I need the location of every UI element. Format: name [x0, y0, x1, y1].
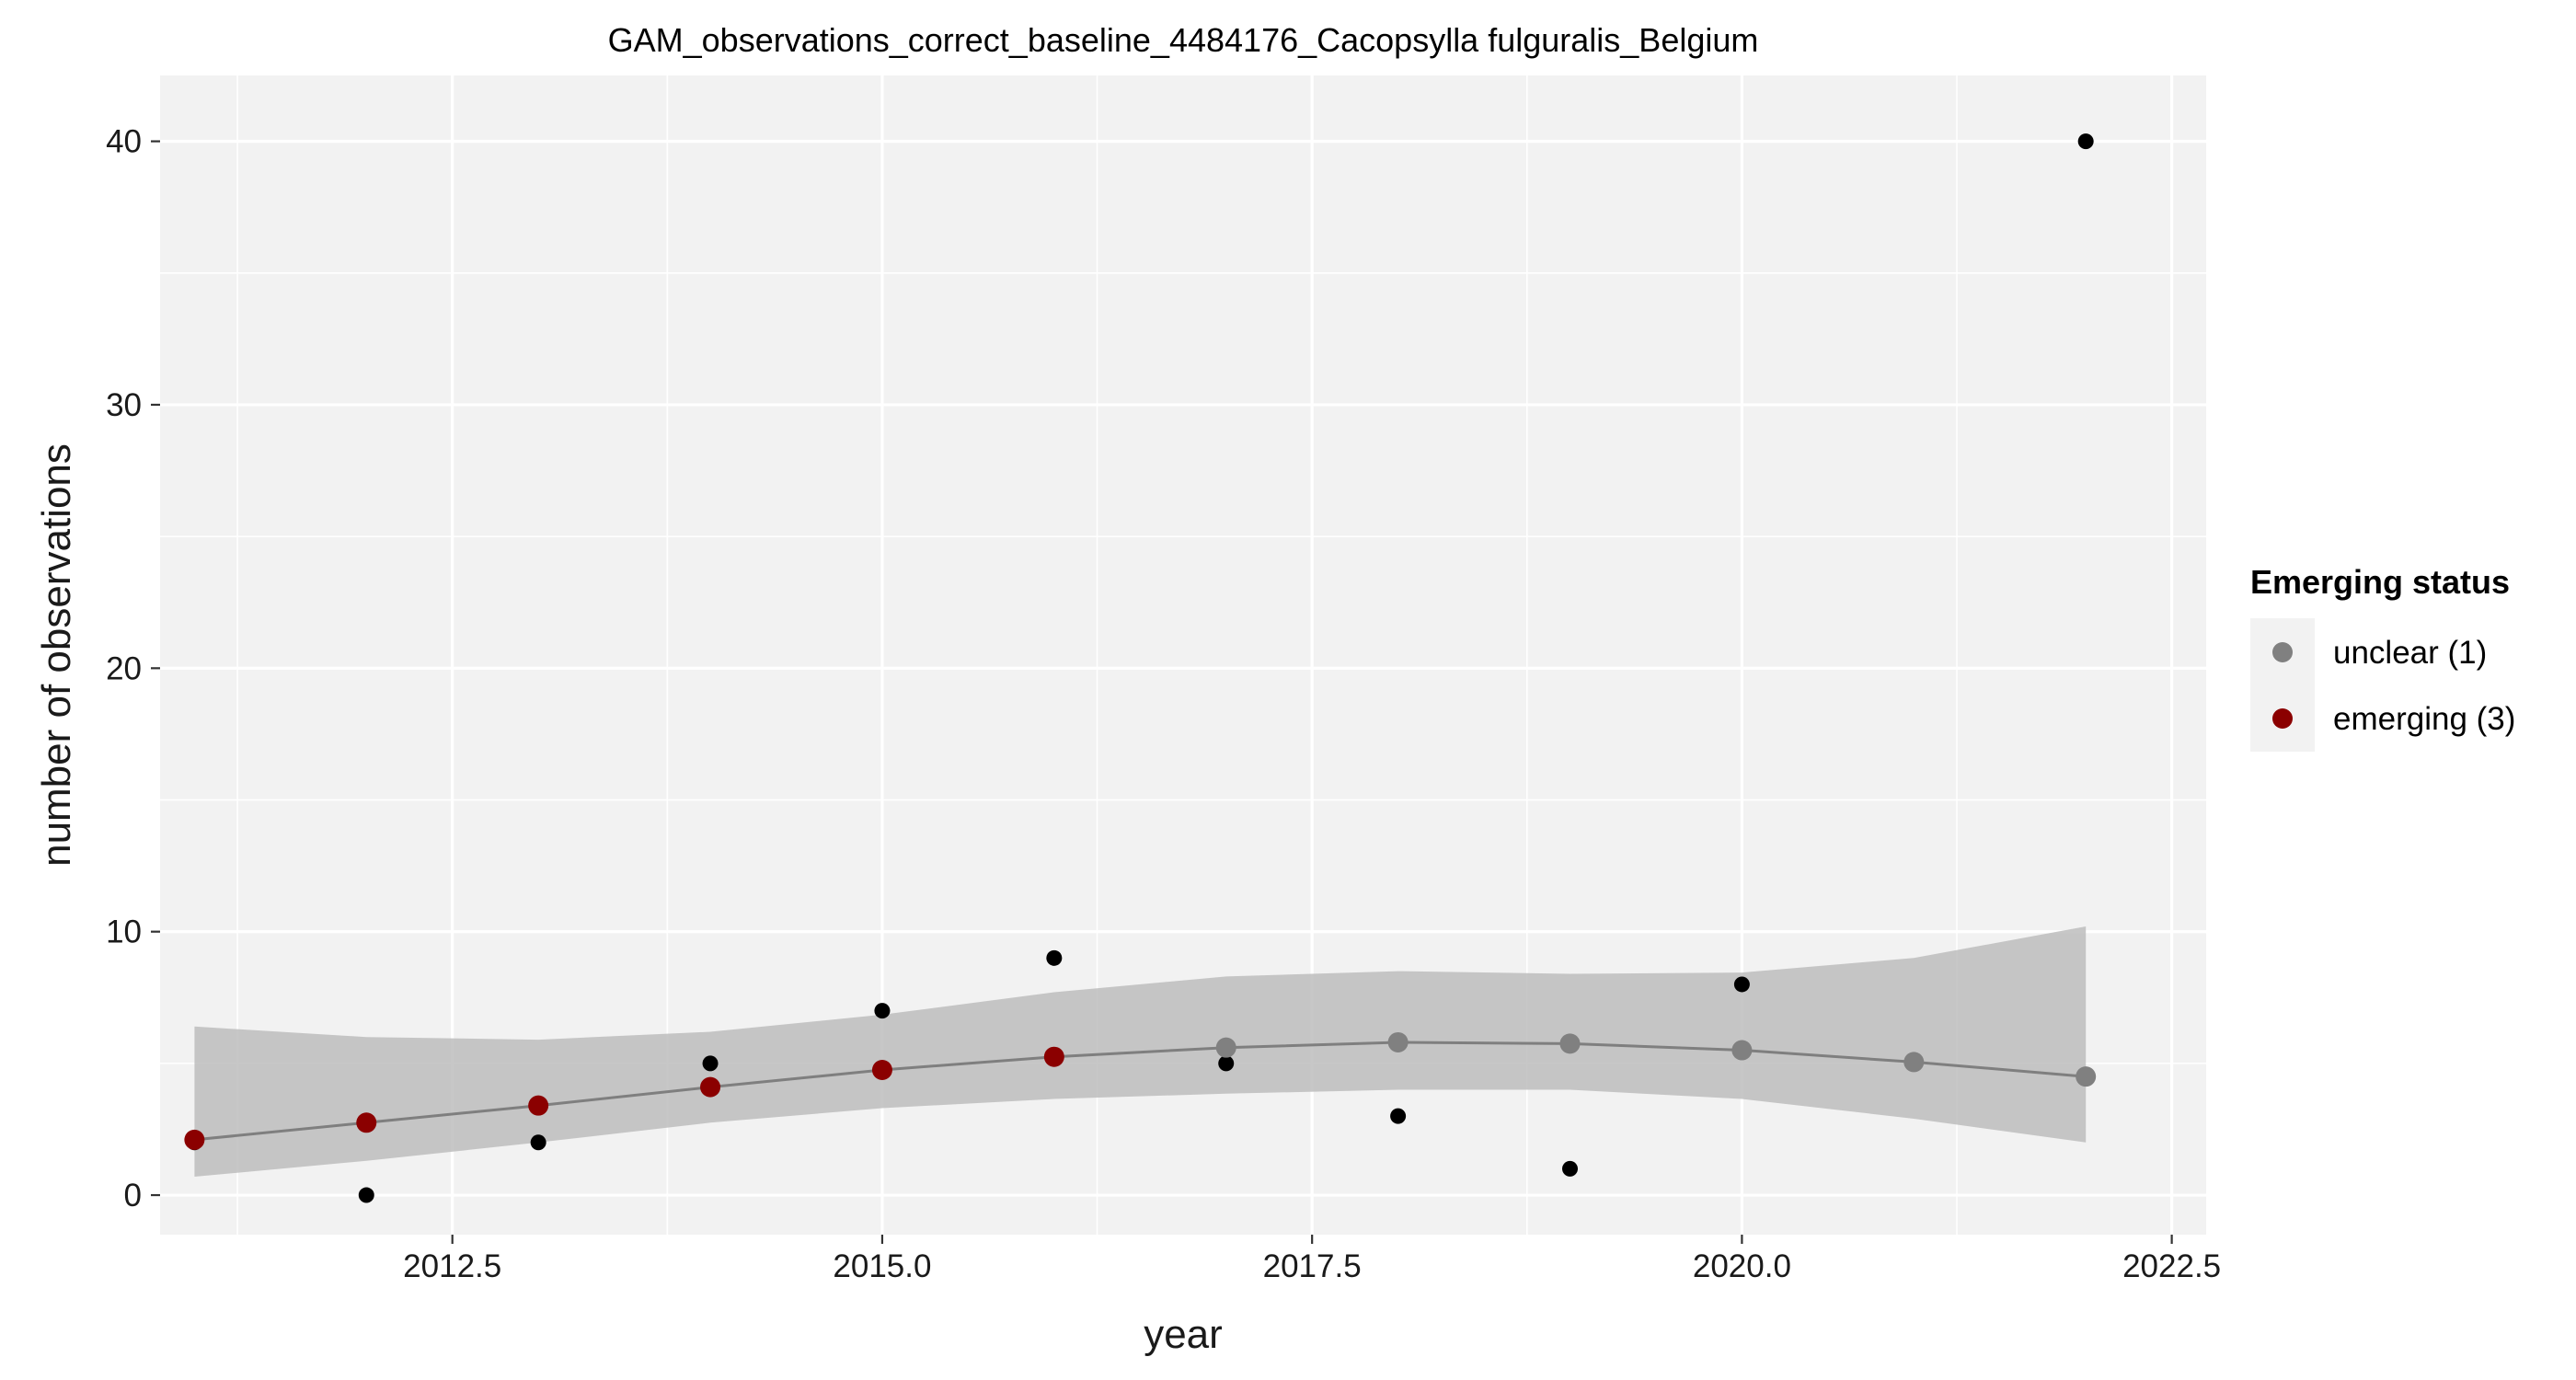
fit-points-layer	[184, 1031, 2097, 1150]
legend-title: Emerging status	[2250, 563, 2510, 601]
x-tick-label: 2020.0	[1693, 1248, 1791, 1284]
y-tick-label: 40	[106, 124, 142, 160]
legend: Emerging status unclear (1) emerging (3)	[2250, 563, 2515, 752]
observation-point	[1733, 976, 1750, 993]
observation-point	[358, 1187, 374, 1203]
gam-fit-line	[194, 1041, 2087, 1142]
fit-point	[1387, 1031, 1409, 1052]
observation-point	[1218, 1055, 1235, 1072]
fit-point	[700, 1076, 721, 1098]
x-tick-label: 2022.5	[2122, 1248, 2221, 1284]
observation-point	[1562, 1160, 1579, 1177]
fit-point	[1903, 1052, 1925, 1073]
y-axis: 0 10 20 30 40	[106, 124, 160, 1213]
chart-title: GAM_observations_correct_baseline_448417…	[608, 21, 1759, 59]
legend-key-emerging	[2272, 708, 2293, 729]
fit-point	[2076, 1066, 2097, 1087]
observation-point	[2077, 133, 2094, 150]
x-tick-label: 2012.5	[403, 1248, 501, 1284]
fit-point	[1043, 1046, 1064, 1067]
fit-point	[1215, 1037, 1236, 1058]
fit-point	[1559, 1033, 1581, 1054]
legend-items: unclear (1) emerging (3)	[2272, 635, 2515, 737]
legend-label: emerging (3)	[2333, 701, 2515, 737]
y-axis-label: number of observations	[34, 443, 79, 867]
observation-point	[1046, 949, 1063, 966]
legend-key-background	[2250, 618, 2315, 752]
gam-fit-line-layer	[194, 1041, 2087, 1142]
x-tick-label: 2015.0	[833, 1248, 931, 1284]
observation-point	[530, 1134, 546, 1151]
x-axis-label: year	[1144, 1312, 1223, 1357]
legend-key-unclear	[2272, 642, 2293, 662]
fit-point	[356, 1112, 377, 1133]
observation-point	[874, 1003, 891, 1019]
fit-point	[1731, 1040, 1753, 1061]
observation-point	[1390, 1108, 1407, 1124]
fit-point	[871, 1060, 892, 1081]
fit-point	[184, 1129, 205, 1150]
x-tick-label: 2017.5	[1263, 1248, 1362, 1284]
legend-label: unclear (1)	[2333, 635, 2487, 671]
y-tick-label: 30	[106, 387, 142, 423]
y-tick-label: 20	[106, 650, 142, 686]
observation-point	[702, 1055, 719, 1072]
fit-point	[528, 1095, 549, 1116]
x-axis: 2012.5 2015.0 2017.5 2020.0 2022.5	[403, 1235, 2221, 1284]
y-tick-label: 10	[106, 914, 142, 950]
y-tick-label: 0	[124, 1178, 142, 1213]
